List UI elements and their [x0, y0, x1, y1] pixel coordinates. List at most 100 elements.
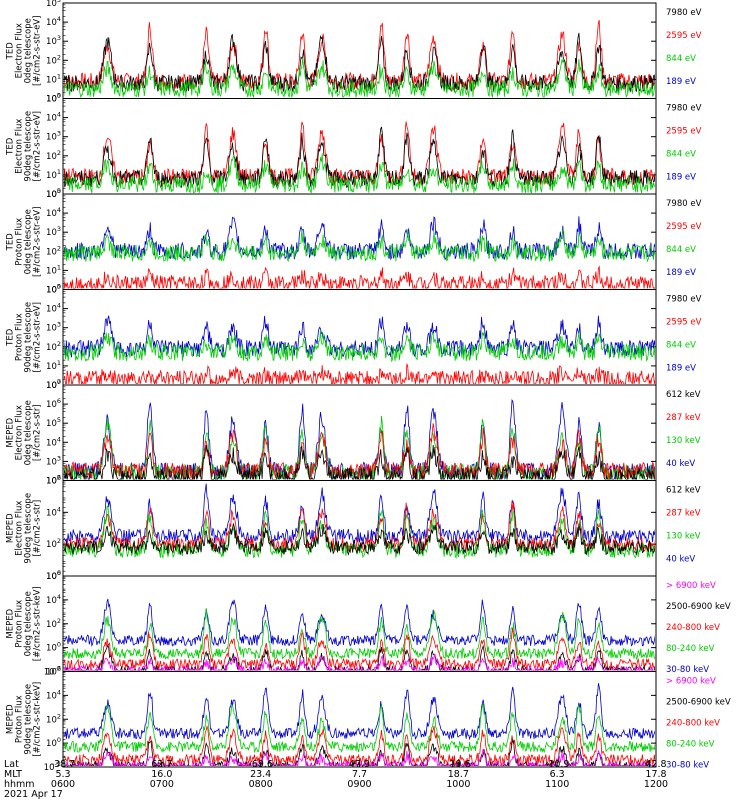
x-tick-label-lat: 47.9	[349, 759, 370, 770]
y-tick-label: 102	[46, 537, 61, 550]
legend-entry: 612 keV	[666, 390, 701, 400]
series-line	[64, 683, 655, 741]
legend-entry: 189 eV	[666, 77, 696, 87]
legend-entry: 40 keV	[666, 555, 695, 565]
series-line	[64, 483, 655, 545]
y-tick-label: 105	[46, 92, 61, 105]
x-tick-label-hhmm: 1100	[545, 779, 569, 790]
y-tick-label: 102	[46, 244, 61, 257]
legend-entry: 7980 eV	[666, 295, 702, 305]
xaxis-row-label-mlt: MLT	[4, 769, 22, 780]
series-line	[64, 703, 655, 754]
x-tick-label-hhmm: 0900	[347, 779, 371, 790]
legend-entry: 40 keV	[666, 459, 695, 469]
legend-entry: 130 keV	[666, 532, 701, 542]
series-group	[64, 19, 655, 98]
legend-entry: 2595 eV	[666, 31, 702, 41]
x-tick-label-hhmm: 1000	[446, 779, 470, 790]
x-tick-label-hhmm: 1200	[644, 779, 668, 790]
x-tick-label-mlt: 17.8	[645, 769, 666, 780]
legend-entry: 287 keV	[666, 509, 701, 519]
series-line	[64, 32, 655, 93]
series-line	[64, 627, 655, 671]
x-tick-label-lat: 62.7	[151, 759, 172, 770]
series-line	[64, 598, 655, 647]
series-line	[64, 153, 655, 193]
y-tick-label: 102	[46, 53, 61, 66]
xaxis-date-label: 2021 Apr 17	[4, 789, 63, 800]
x-tick-label-lat: -19.6	[446, 759, 471, 770]
series-group	[64, 598, 655, 671]
x-tick-label-mlt: 16.0	[151, 769, 172, 780]
y-tick-label: 103	[46, 130, 61, 143]
y-axis-label: TEDProton Flux90deg telescope[#/cm2-s-st…	[6, 302, 43, 373]
y-tick-label: 102	[46, 149, 61, 162]
x-tick-label-hhmm: 0800	[249, 779, 273, 790]
series-line	[64, 522, 655, 556]
y-axis-label: TEDElectron Flux90deg telescope[#/cm2-s-…	[6, 111, 43, 182]
y-tick-label: 104	[46, 593, 61, 606]
x-tick-label-lat: -69.6	[248, 759, 273, 770]
x-tick-label-mlt: 23.4	[250, 769, 271, 780]
legend-entry: 287 keV	[666, 413, 701, 423]
y-tick-label: 104	[46, 435, 61, 448]
y-tick-label: 103	[46, 225, 61, 238]
series-line	[64, 608, 655, 661]
series-group	[64, 483, 655, 560]
y-tick-label: 104	[46, 505, 61, 518]
legend-entry: 30-80 keV	[666, 761, 709, 771]
legend-entry: 612 keV	[666, 486, 701, 496]
y-tick-label: 103	[46, 454, 61, 467]
legend-entry: 7980 eV	[666, 8, 702, 18]
legend-entry: > 6900 keV	[666, 581, 716, 591]
x-tick-label-mlt: 18.7	[448, 769, 469, 780]
series-line	[64, 19, 655, 92]
x-tick-label-lat: -10.9	[545, 759, 570, 770]
series-line	[64, 505, 655, 560]
y-tick-label: 103	[46, 34, 61, 47]
series-line	[64, 329, 655, 363]
y-axis-label: TEDProton Flux0deg telescope[#/cm2-s-str…	[6, 207, 43, 277]
panel-frame	[62, 575, 657, 672]
x-tick-label-mlt: 5.3	[55, 769, 70, 780]
y-tick-label: 106	[46, 665, 61, 678]
y-axis-label: MEPEDProton Flux90deg telescope[#/cm2-s-…	[6, 682, 43, 757]
y-tick-label: 104	[46, 15, 61, 28]
xaxis-row-label-hhmm: hhmm	[4, 779, 35, 790]
legend-entry: 7980 eV	[666, 104, 702, 114]
y-tick-label: 104	[46, 111, 61, 124]
legend-entry: 240-800 keV	[666, 623, 720, 633]
series-line	[64, 228, 655, 263]
series-line	[64, 216, 655, 261]
legend-entry: 2500-6900 keV	[666, 602, 731, 612]
series-group	[64, 399, 655, 480]
y-tick-label: 106	[46, 474, 61, 487]
legend-entry: 130 keV	[666, 436, 701, 446]
y-tick-label: 100	[46, 641, 61, 654]
y-tick-label: 104	[46, 688, 61, 701]
y-tick-label: 106	[46, 569, 61, 582]
y-axis-label: MEPEDElectron Flux0deg telescope[#/cm2-s…	[6, 400, 43, 465]
y-tick-label: 106	[46, 397, 61, 410]
y-axis-label: MEPEDElectron Flux90deg telescope[#/cm2-…	[6, 493, 43, 564]
y-tick-label: 104	[46, 206, 61, 219]
y-axis-label: TEDElectron Flux0deg telescope[#/cm2-s-s…	[6, 16, 43, 86]
y-tick-label: 101	[46, 263, 61, 276]
legend-entry: 7980 eV	[666, 199, 702, 209]
series-line	[64, 126, 655, 189]
x-tick-label-mlt: 6.3	[550, 769, 565, 780]
y-tick-label: 105	[46, 0, 61, 9]
series-line	[64, 315, 655, 358]
x-tick-label-lat: 42.8	[645, 759, 666, 770]
y-axis-label: MEPEDProton Flux0deg telescope[#/cm2-s-s…	[6, 586, 43, 661]
legend-entry: > 6900 keV	[666, 677, 716, 687]
y-tick-label: 103	[46, 321, 61, 334]
x-tick-label-hhmm: 0600	[51, 779, 75, 790]
x-tick-label-lat: -38.7	[51, 759, 76, 770]
